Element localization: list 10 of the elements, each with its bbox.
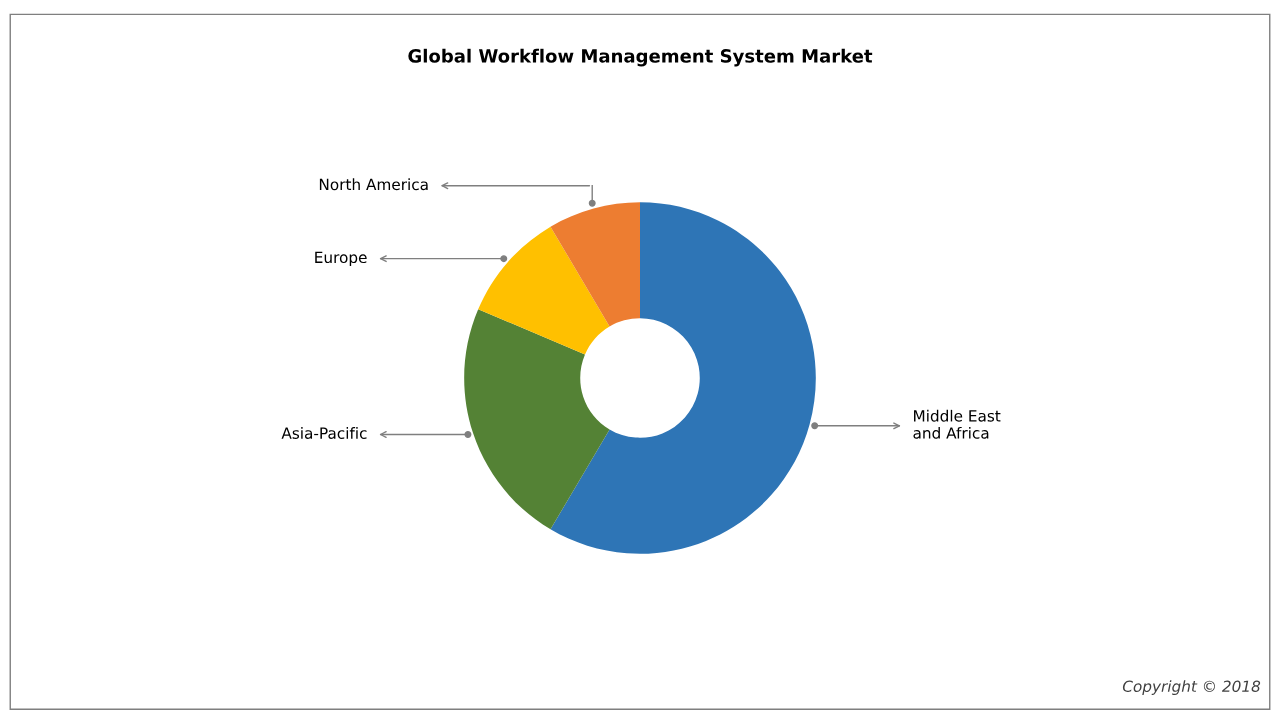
donut-slice (550, 202, 640, 327)
donut-slice (478, 226, 610, 355)
donut-slice (464, 309, 610, 530)
slice-label: North America (319, 178, 428, 191)
slice-label: Asia-Pacific (281, 427, 367, 439)
slice-label: Middle East and Africa (913, 409, 1001, 439)
slice-label: Europe (315, 251, 367, 267)
chart-title: Global Workflow Management System Market (408, 48, 873, 67)
donut-slice (550, 202, 816, 554)
text: Copyright © 2018 (1122, 680, 1261, 695)
